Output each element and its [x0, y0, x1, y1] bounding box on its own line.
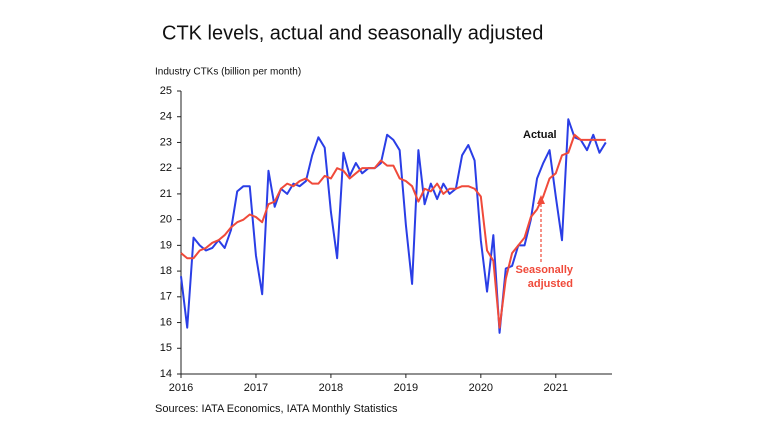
- y-tick-label: 19: [160, 239, 172, 251]
- series-annotation: Seasonally adjusted: [515, 264, 573, 290]
- y-tick-label: 24: [160, 111, 172, 123]
- series-line: [180, 118, 607, 334]
- series-line: [180, 133, 606, 329]
- y-tick-label: 21: [160, 188, 172, 200]
- y-tick-label: 23: [160, 136, 172, 148]
- y-tick-label: 18: [160, 265, 172, 277]
- x-tick-label: 2017: [244, 382, 268, 394]
- x-tick-label: 2021: [544, 382, 568, 394]
- y-tick-label: 25: [160, 85, 172, 97]
- series-annotation: Actual: [523, 129, 557, 141]
- y-axis-label: Industry CTKs (billion per month): [155, 67, 301, 78]
- y-tick-label: 16: [160, 316, 172, 328]
- x-tick-label: 2019: [394, 382, 418, 394]
- y-tick-label: 22: [160, 162, 172, 174]
- x-tick-label: 2020: [469, 382, 493, 394]
- y-tick-label: 20: [160, 214, 172, 226]
- x-tick-label: 2018: [319, 382, 343, 394]
- y-tick-label: 14: [160, 368, 172, 380]
- source-note: Sources: IATA Economics, IATA Monthly St…: [155, 403, 398, 415]
- y-tick-label: 17: [160, 291, 172, 303]
- chart-title: CTK levels, actual and seasonally adjust…: [162, 22, 543, 44]
- x-tick-label: 2016: [169, 382, 193, 394]
- y-tick-label: 15: [160, 342, 172, 354]
